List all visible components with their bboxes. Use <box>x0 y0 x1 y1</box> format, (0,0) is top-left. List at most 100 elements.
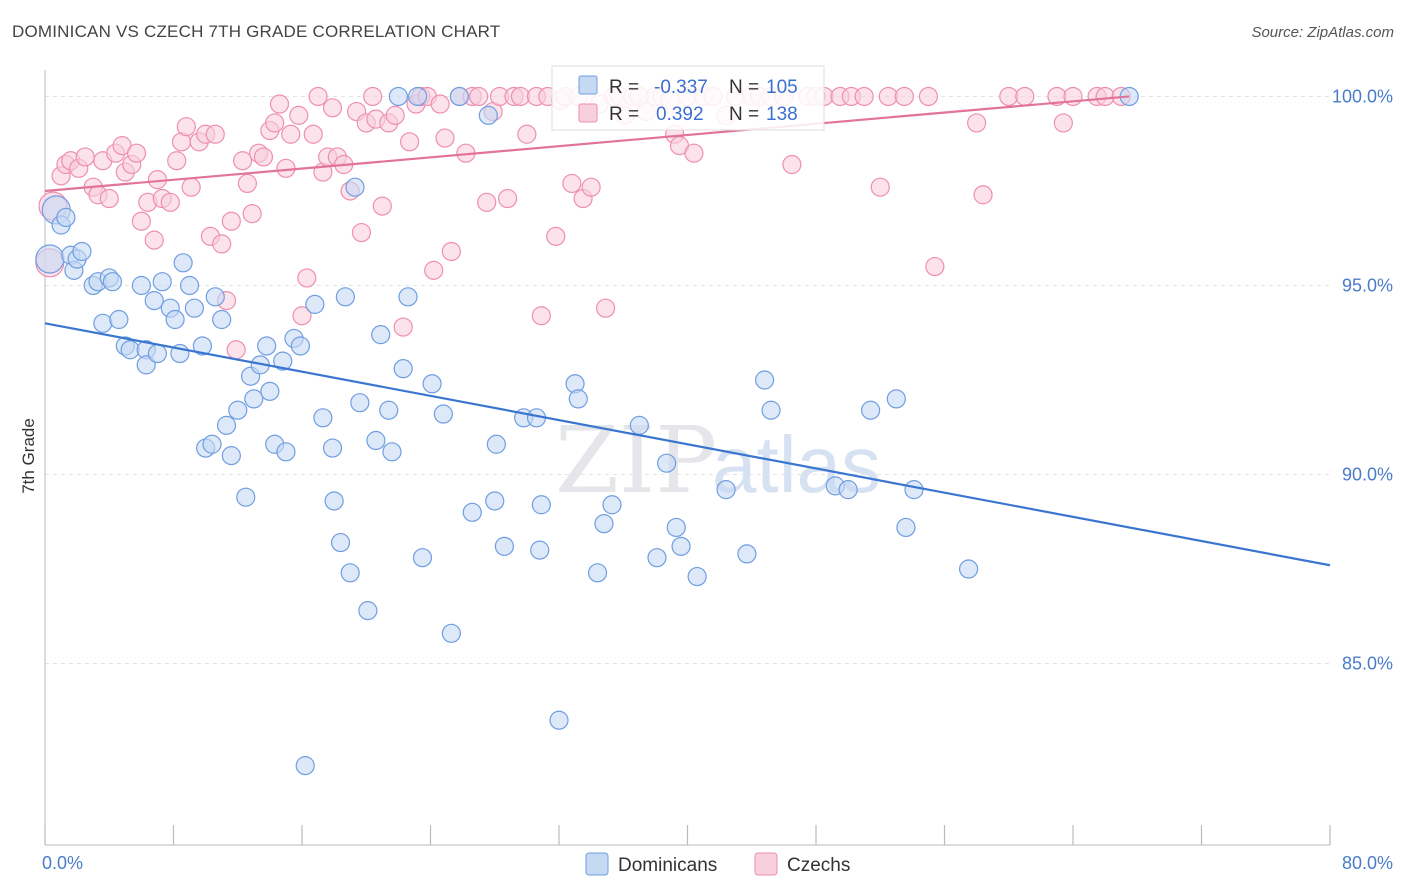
dominicans-trend-line <box>44 322 1331 567</box>
dominicans-point-49 <box>313 408 333 428</box>
czechs-point-16 <box>131 211 151 231</box>
dominicans-point-10 <box>93 313 113 333</box>
legend-swatch-czechs <box>754 852 778 876</box>
dominicans-point-87 <box>647 548 667 568</box>
stats-r-value-dominicans: -0.337 <box>654 77 708 98</box>
dominicans-point-63 <box>393 359 413 379</box>
dominicans-point-35 <box>228 400 248 420</box>
chart-title: DOMINICAN VS CZECH 7TH GRADE CORRELATION… <box>12 22 501 41</box>
dominicans-point-94 <box>754 370 775 390</box>
dominicans-point-21 <box>152 272 172 292</box>
dominicans-point-36 <box>236 487 256 507</box>
czechs-point-89 <box>562 173 582 194</box>
czechs-point-21 <box>160 192 180 212</box>
dominicans-point-101 <box>904 480 924 500</box>
dominicans-point-72 <box>478 105 498 125</box>
czechs-point-64 <box>400 132 420 152</box>
dominicans-point-33 <box>216 415 237 435</box>
czechs-point-127 <box>925 256 945 277</box>
dominicans-point-90 <box>671 536 691 556</box>
czechs-point-123 <box>870 177 890 197</box>
czechs-point-45 <box>292 306 312 326</box>
stats-swatch-dominicans <box>578 75 598 95</box>
dominicans-point-70 <box>449 86 470 107</box>
stats-n-value-dominicans: 105 <box>766 77 798 98</box>
dominicans-point-0 <box>35 244 65 274</box>
stats-r-value-czechs: 0.392 <box>656 104 704 125</box>
legend-swatch-dominicans <box>585 852 609 876</box>
dominicans-point-102 <box>958 559 979 579</box>
stats-r-label-dominicans: R = <box>609 77 639 98</box>
czechs-point-30 <box>212 234 232 254</box>
dominicans-point-66 <box>412 548 433 568</box>
czechs-point-94 <box>595 298 616 318</box>
czechs-point-32 <box>221 211 241 231</box>
czechs-point-10 <box>99 188 119 209</box>
dominicans-point-88 <box>657 453 677 473</box>
dominicans-point-91 <box>687 566 707 587</box>
dominicans-point-82 <box>568 389 588 409</box>
dominicans-point-99 <box>886 389 906 409</box>
stats-r-label-czechs: R = <box>609 104 639 125</box>
czechs-point-60 <box>372 196 392 216</box>
czechs-point-69 <box>430 94 450 114</box>
dominicans-point-13 <box>109 309 129 330</box>
dominicans-point-40 <box>257 336 277 356</box>
czechs-point-136 <box>1095 86 1115 107</box>
watermark: ZIP atlas <box>555 407 881 514</box>
czechs-point-79 <box>498 188 518 209</box>
dominicans-point-93 <box>737 544 757 564</box>
trend-lines <box>44 95 1331 567</box>
czechs-trend-line <box>44 95 1130 193</box>
dominicans-point-89 <box>666 517 686 538</box>
czechs-point-35 <box>237 173 257 194</box>
dominicans-point-20 <box>147 343 168 364</box>
dominicans-point-34 <box>221 446 241 466</box>
czechs-point-86 <box>546 226 566 246</box>
czechs-point-38 <box>253 147 274 167</box>
czechs-point-81 <box>510 86 531 107</box>
czechs-point-46 <box>297 268 317 288</box>
czechs-point-22 <box>167 151 187 171</box>
dominicans-point-85 <box>602 495 622 515</box>
czechs-point-25 <box>181 177 201 197</box>
dominicans-point-31 <box>205 287 225 307</box>
dominicans-point-15 <box>120 340 140 360</box>
y-tick-label-95: 95.0% <box>1342 275 1393 295</box>
y-tick-labels: 85.0% 90.0% 95.0% 100.0% <box>1332 86 1393 673</box>
czechs-point-41 <box>269 94 290 114</box>
czechs-point-82 <box>517 124 537 144</box>
dominicans-point-55 <box>345 177 365 197</box>
dominicans-point-57 <box>358 601 378 621</box>
legend-label-dominicans: Dominicans <box>618 855 717 876</box>
dominicans-point-38 <box>244 389 264 409</box>
dominicans-point-75 <box>494 536 514 556</box>
dominicans-point-50 <box>322 438 343 458</box>
dominicans-point-27 <box>184 298 204 318</box>
czechs-point-128 <box>967 113 987 133</box>
stats-n-label-czechs: N = <box>729 104 759 125</box>
czechs-point-126 <box>918 86 939 107</box>
y-tick-label-90: 90.0% <box>1342 465 1393 485</box>
dominicans-points <box>35 86 1139 776</box>
czechs-point-133 <box>1053 113 1073 133</box>
dominicans-point-26 <box>179 275 200 296</box>
dominicans-point-62 <box>388 86 408 107</box>
dominicans-point-64 <box>398 287 418 307</box>
dominicans-point-52 <box>330 532 351 553</box>
czechs-point-34 <box>232 151 253 171</box>
czechs-point-92 <box>581 177 601 197</box>
czechs-point-125 <box>894 86 914 107</box>
dominicans-point-98 <box>861 400 881 420</box>
czechs-point-48 <box>308 86 328 107</box>
czechs-point-70 <box>435 128 455 148</box>
czechs-point-122 <box>854 86 874 107</box>
dominicans-point-86 <box>629 415 649 435</box>
dominicans-point-100 <box>896 517 916 538</box>
czechs-point-47 <box>303 124 323 144</box>
dominicans-point-41 <box>260 381 280 401</box>
dominicans-point-53 <box>335 287 355 307</box>
czechs-point-18 <box>144 230 164 250</box>
source-label: Source: ZipAtlas.com <box>1251 24 1394 41</box>
dominicans-point-28 <box>192 336 213 356</box>
